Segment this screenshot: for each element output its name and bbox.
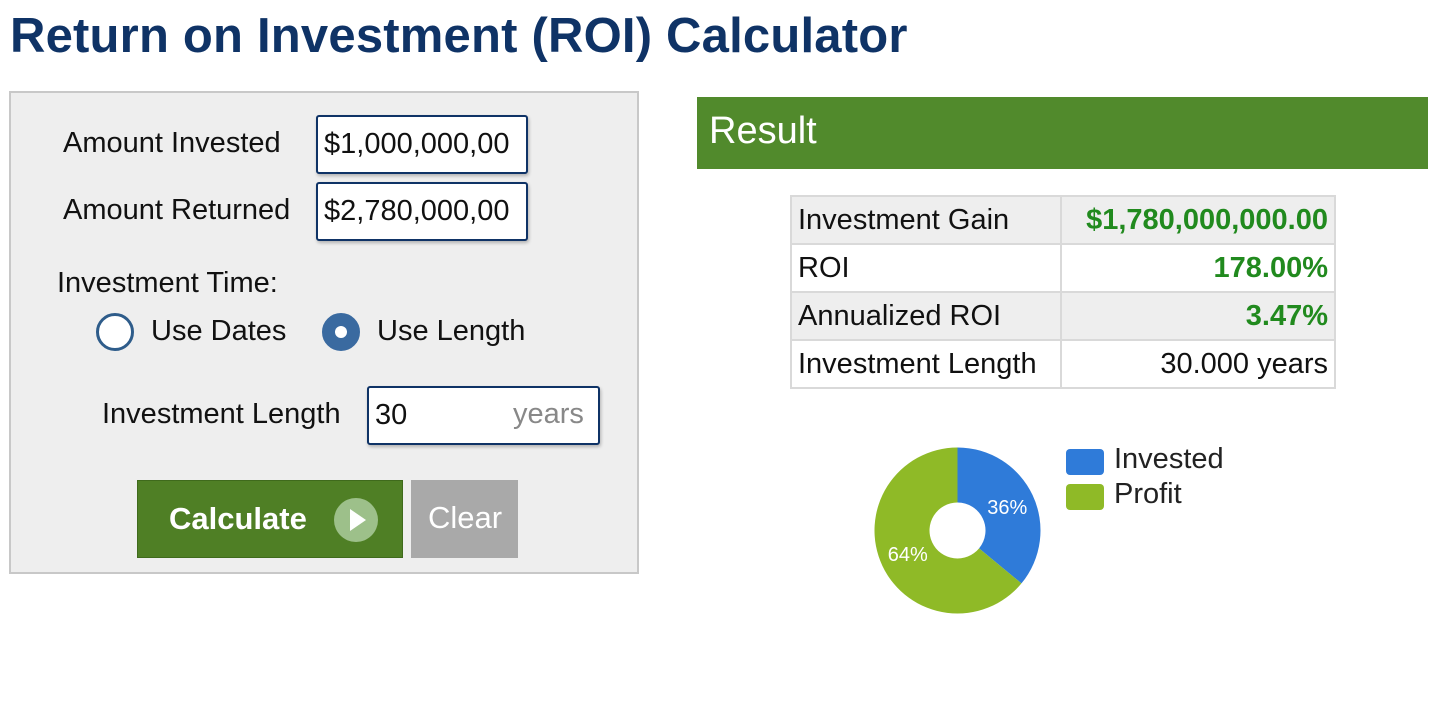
table-row: Annualized ROI 3.47% — [790, 291, 1336, 341]
clear-button[interactable]: Clear — [411, 480, 518, 558]
slice-label-profit: 64% — [888, 544, 928, 566]
row-label: ROI — [790, 243, 1062, 293]
table-row: Investment Gain $1,780,000,000.00 — [790, 195, 1336, 245]
row-value: 30.000 years — [1060, 339, 1336, 389]
investment-length-input[interactable] — [367, 386, 600, 445]
calculate-label: Calculate — [169, 501, 307, 536]
amount-invested-label: Amount Invested — [63, 127, 281, 159]
use-dates-label[interactable]: Use Dates — [151, 315, 287, 347]
row-label: Investment Length — [790, 339, 1062, 389]
result-table: Investment Gain $1,780,000,000.00 ROI 17… — [790, 195, 1336, 389]
result-title: Result — [709, 110, 817, 152]
row-label: Annualized ROI — [790, 291, 1062, 341]
investment-time-label: Investment Time: — [57, 267, 278, 299]
use-length-label[interactable]: Use Length — [377, 315, 526, 347]
calculator-form: Amount Invested Amount Returned Investme… — [9, 91, 639, 574]
result-header: Result — [697, 97, 1428, 169]
page-title: Return on Investment (ROI) Calculator — [10, 9, 908, 63]
calculate-button[interactable]: Calculate — [137, 480, 403, 558]
slice-profit — [874, 447, 1022, 614]
amount-returned-label: Amount Returned — [63, 194, 291, 226]
row-value: 3.47% — [1060, 291, 1336, 341]
amount-returned-input[interactable] — [316, 182, 528, 241]
amount-invested-input[interactable] — [316, 115, 528, 174]
slice-label-invested: 36% — [987, 497, 1027, 519]
table-row: ROI 178.00% — [790, 243, 1336, 293]
use-dates-radio[interactable] — [96, 313, 134, 351]
years-unit-label: years — [513, 398, 584, 430]
clear-label: Clear — [428, 500, 503, 535]
use-length-radio[interactable] — [322, 313, 360, 351]
table-row: Investment Length 30.000 years — [790, 339, 1336, 389]
row-value: $1,780,000,000.00 — [1060, 195, 1336, 245]
roi-donut-chart: 36% 64% — [874, 447, 1041, 614]
row-value: 178.00% — [1060, 243, 1336, 293]
play-icon — [334, 498, 378, 542]
investment-length-label: Investment Length — [102, 398, 341, 430]
legend-swatch-invested — [1066, 449, 1104, 475]
legend-item-profit: Profit — [1066, 478, 1266, 511]
legend-item-invested: Invested — [1066, 443, 1266, 476]
slice-invested — [957, 447, 1041, 584]
legend-swatch-profit — [1066, 484, 1104, 510]
legend-label-invested: Invested — [1114, 443, 1224, 475]
row-label: Investment Gain — [790, 195, 1062, 245]
legend-label-profit: Profit — [1114, 478, 1182, 510]
